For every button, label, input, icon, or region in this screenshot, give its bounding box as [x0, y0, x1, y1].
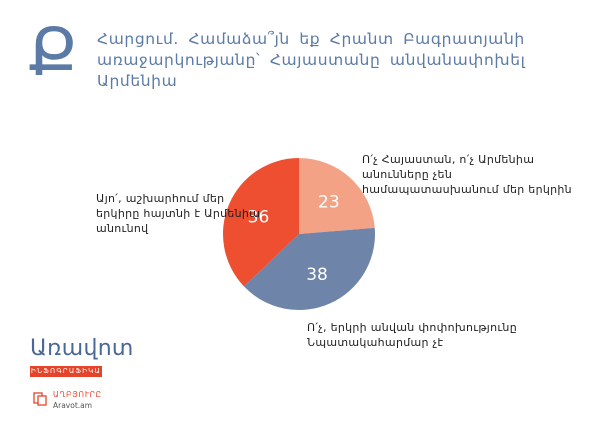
slice-value-38: 38	[306, 265, 328, 285]
pie-slice-38	[243, 227, 375, 310]
slice-label-38: Ո՛չ, երկրի անվան փոփոխությունը Նպատակահա…	[307, 321, 517, 349]
slice-label-23: Ո՛չ Հայաստան, ո՛չ Արմենիա անունները չեն …	[362, 153, 572, 196]
source-site: Aravot.am	[53, 401, 93, 410]
slice-label-36: Այո՛, աշխարհում մեր երկիրը հայտնի է Արմե…	[96, 192, 261, 235]
title-initial-letter: Ք	[28, 14, 78, 91]
pie-slice-23	[299, 158, 375, 234]
source-icon	[33, 392, 47, 406]
slice-value-36: 36	[248, 208, 270, 228]
source-label: ԱՂԲՅՈՒՐԸ	[53, 390, 102, 399]
pie-slice-36	[222, 158, 299, 287]
infographic-tag: ԻՆՖՈԳՐԱՖԻԿԱ	[30, 366, 102, 377]
aravot-logo: Առավոտ	[30, 336, 134, 361]
slice-value-23: 23	[318, 193, 340, 213]
poll-question: Հարցում. Համաձա՞յն եք Հրանտ Բագրատյանի ա…	[97, 30, 526, 90]
